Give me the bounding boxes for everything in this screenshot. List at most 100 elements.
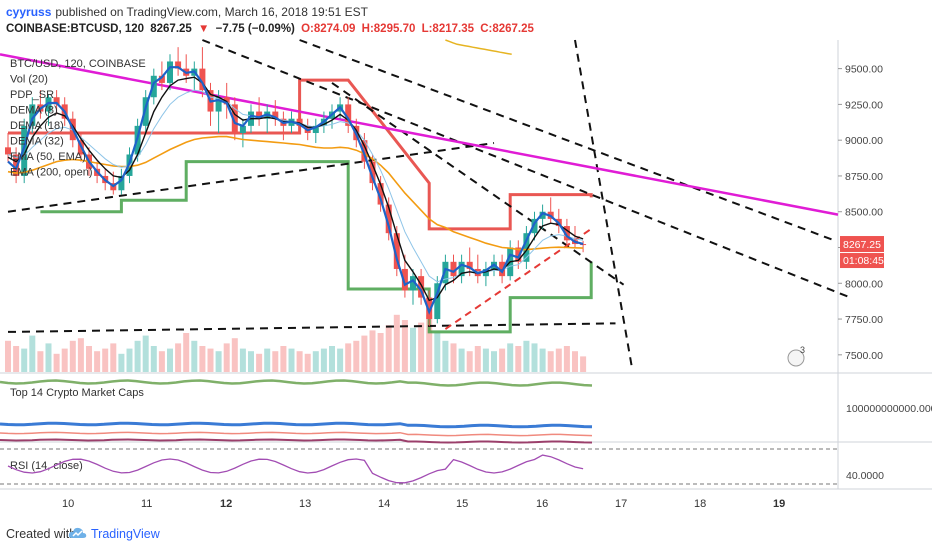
volume-bar [458, 348, 465, 372]
date-tick-label: 15 [456, 498, 468, 510]
legend-entry: EMA (200, open) [10, 167, 93, 179]
rsi-scale-label: 40.0000 [846, 470, 884, 482]
volume-bar [450, 343, 457, 372]
volume-bar [183, 333, 190, 372]
volume-bar [361, 335, 368, 372]
volume-bar [21, 348, 28, 372]
date-tick-label: 13 [299, 498, 311, 510]
candle-body [410, 276, 416, 291]
trendline-dashed [7, 142, 495, 213]
candle-body [466, 261, 473, 269]
trendline-dashed [202, 39, 851, 299]
volume-bar [345, 343, 352, 372]
volume-bar [563, 346, 570, 372]
volume-bar [215, 351, 222, 372]
price-tick-label: 9500.00 [845, 64, 883, 76]
volume-bar [126, 348, 133, 372]
volume-bar [45, 343, 52, 372]
market-cap-series-salmon [0, 431, 593, 437]
volume-bar [248, 351, 254, 372]
date-tick-label: 17 [615, 498, 627, 510]
low-value: L:8217.35 [421, 23, 475, 35]
trendline-dashed [7, 322, 616, 333]
date-tick-label: 10 [62, 498, 74, 510]
tradingview-cloud-icon[interactable] [68, 524, 88, 542]
countdown-tag-label: 01:08:45 [843, 255, 884, 267]
volume-bar [369, 330, 376, 372]
candle-body [53, 97, 60, 105]
legend-entry: DEMA (18) [10, 120, 64, 132]
candle-body [434, 283, 441, 320]
tradingview-link[interactable]: TradingView [91, 527, 160, 541]
volume-bar [426, 314, 433, 372]
volume-bar [5, 340, 11, 372]
rsi-line [7, 454, 584, 484]
volume-bar [223, 343, 230, 372]
volume-bar [61, 348, 68, 372]
candle-body [29, 104, 36, 126]
volume-bar [385, 325, 392, 372]
trendline-dashed [574, 39, 633, 367]
publish-line: cyyruss published on TradingView.com, Mar… [6, 5, 368, 19]
candle-body [312, 125, 319, 134]
volume-bar [150, 346, 157, 372]
publish-info: published on TradingView.com, March 16, … [55, 5, 369, 19]
volume-bar [264, 348, 271, 372]
price-tick-label: 9250.00 [845, 99, 883, 111]
candle-body [175, 61, 182, 69]
volume-bar [580, 356, 587, 372]
dema8-line [7, 66, 584, 315]
resistance-line [8, 78, 593, 231]
volume-bar [523, 340, 530, 372]
candle-body [401, 268, 408, 291]
volume-bar [280, 346, 287, 372]
candle-body [361, 140, 368, 162]
candle-body [442, 261, 449, 284]
candle-body [150, 75, 157, 98]
volume-bar [547, 351, 554, 372]
candle-body [296, 118, 303, 126]
volume-bar [167, 348, 173, 372]
price-tick-label: 8000.00 [845, 278, 883, 290]
volume-bar [491, 351, 497, 372]
author-name[interactable]: cyyruss [6, 5, 52, 19]
candle-body [393, 233, 400, 269]
candle-body [499, 261, 506, 277]
symbol-label: COINBASE:BTCUSD, 120 [6, 23, 145, 35]
market-caps-label: Top 14 Crypto Market Caps [10, 387, 144, 399]
legend-entry: Vol (20) [10, 74, 48, 86]
volume-bar [231, 338, 238, 372]
volume-bar [53, 353, 60, 372]
volume-bar [77, 338, 84, 372]
last-price-tag [840, 236, 884, 253]
volume-bar [288, 348, 295, 372]
market-cap-series-blue [0, 421, 593, 429]
candle-body [231, 104, 238, 134]
volume-bar [442, 340, 449, 372]
volume-bar [102, 348, 109, 372]
footer: Created with TradingView [0, 519, 932, 550]
candle-body [158, 75, 165, 83]
trendline-dashed [331, 82, 625, 286]
volume-bar [296, 351, 303, 372]
date-tick-label: 18 [694, 498, 706, 510]
volume-bar [37, 351, 44, 372]
rsi-label: RSI (14, close) [10, 460, 83, 472]
date-tick-label: 12 [220, 498, 232, 510]
volume-bar [466, 351, 473, 372]
magenta-trendline [0, 53, 839, 216]
candle-body [272, 111, 279, 119]
volume-bar [239, 348, 246, 372]
volume-bar [69, 340, 76, 372]
candle-body [482, 268, 489, 277]
volume-bar [110, 343, 117, 372]
candle-body [580, 244, 587, 246]
last-price-tag-label: 8267.25 [843, 239, 881, 251]
candle-body [369, 161, 376, 184]
price-tick-label: 8750.00 [845, 171, 883, 183]
ohlc-line: COINBASE:BTCUSD, 120 8267.25 ▼ −7.75 (−0… [6, 23, 537, 35]
volume-bar [539, 348, 546, 372]
price-tick-label: 7500.00 [845, 350, 883, 362]
volume-bar [515, 346, 522, 372]
